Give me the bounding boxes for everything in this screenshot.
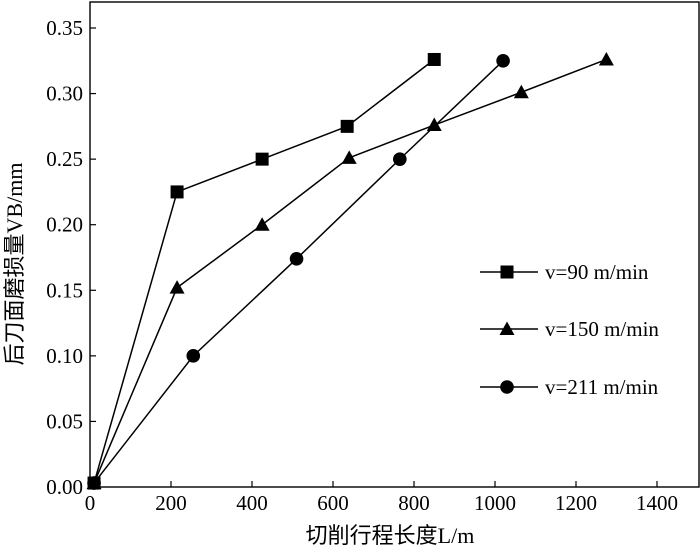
x-tick-label: 800 <box>398 491 430 515</box>
y-tick-label: 0.25 <box>46 147 83 171</box>
series-line <box>93 60 504 484</box>
legend-item: v=211 m/min <box>480 375 659 399</box>
x-axis-label: 切削行程长度L/m <box>306 523 475 548</box>
data-point <box>496 53 510 68</box>
data-point <box>255 152 269 166</box>
x-tick-label: 600 <box>317 491 349 515</box>
x-tick-label: 200 <box>155 491 187 515</box>
data-point <box>513 84 529 99</box>
data-point <box>393 152 407 166</box>
x-tick-label: 1200 <box>555 491 597 515</box>
data-point <box>87 476 101 490</box>
data-point <box>254 217 270 231</box>
legend: v=90 m/min v=150 m/min v=211 m/min <box>480 260 659 399</box>
y-tick-label: 0.20 <box>46 213 83 237</box>
plot-frame <box>89 1 700 488</box>
series-triangle <box>86 51 614 490</box>
x-tick-label: 1400 <box>636 491 678 515</box>
y-tick-label: 0.05 <box>46 409 83 433</box>
series-circle <box>87 53 510 490</box>
data-point <box>598 51 614 66</box>
data-point <box>341 150 357 164</box>
legend-label: v=150 m/min <box>545 317 659 341</box>
y-tick-label: 0.10 <box>46 344 83 368</box>
series-layer <box>86 51 614 490</box>
x-tick-label: 400 <box>236 491 268 515</box>
y-axis-label: 后刀面磨损量VB/mm <box>2 163 27 366</box>
legend-item: v=90 m/min <box>480 260 649 284</box>
data-point <box>289 252 304 266</box>
y-tick-label: 0.30 <box>46 82 83 106</box>
axes: 0 200 400 600 800 1000 1200 1400 0.00 0.05 0.10 0.1… <box>46 1 700 515</box>
data-point <box>169 280 185 294</box>
x-tick-label: 1000 <box>474 491 516 515</box>
legend-marker <box>499 321 515 335</box>
data-point <box>170 185 184 199</box>
x-tick-label: 0 <box>85 491 96 515</box>
data-point <box>427 52 441 66</box>
legend-label: v=211 m/min <box>545 375 659 399</box>
legend-label: v=90 m/min <box>545 260 649 284</box>
legend-item: v=150 m/min <box>480 317 659 341</box>
data-point <box>340 119 354 133</box>
series-line <box>93 58 435 484</box>
legend-marker <box>500 265 514 279</box>
data-point <box>186 349 201 363</box>
data-point <box>426 117 442 132</box>
legend-marker <box>500 380 514 394</box>
y-tick-label: 0.35 <box>46 16 83 40</box>
y-tick-label: 0.00 <box>46 475 83 499</box>
y-tick-label: 0.15 <box>46 278 83 302</box>
